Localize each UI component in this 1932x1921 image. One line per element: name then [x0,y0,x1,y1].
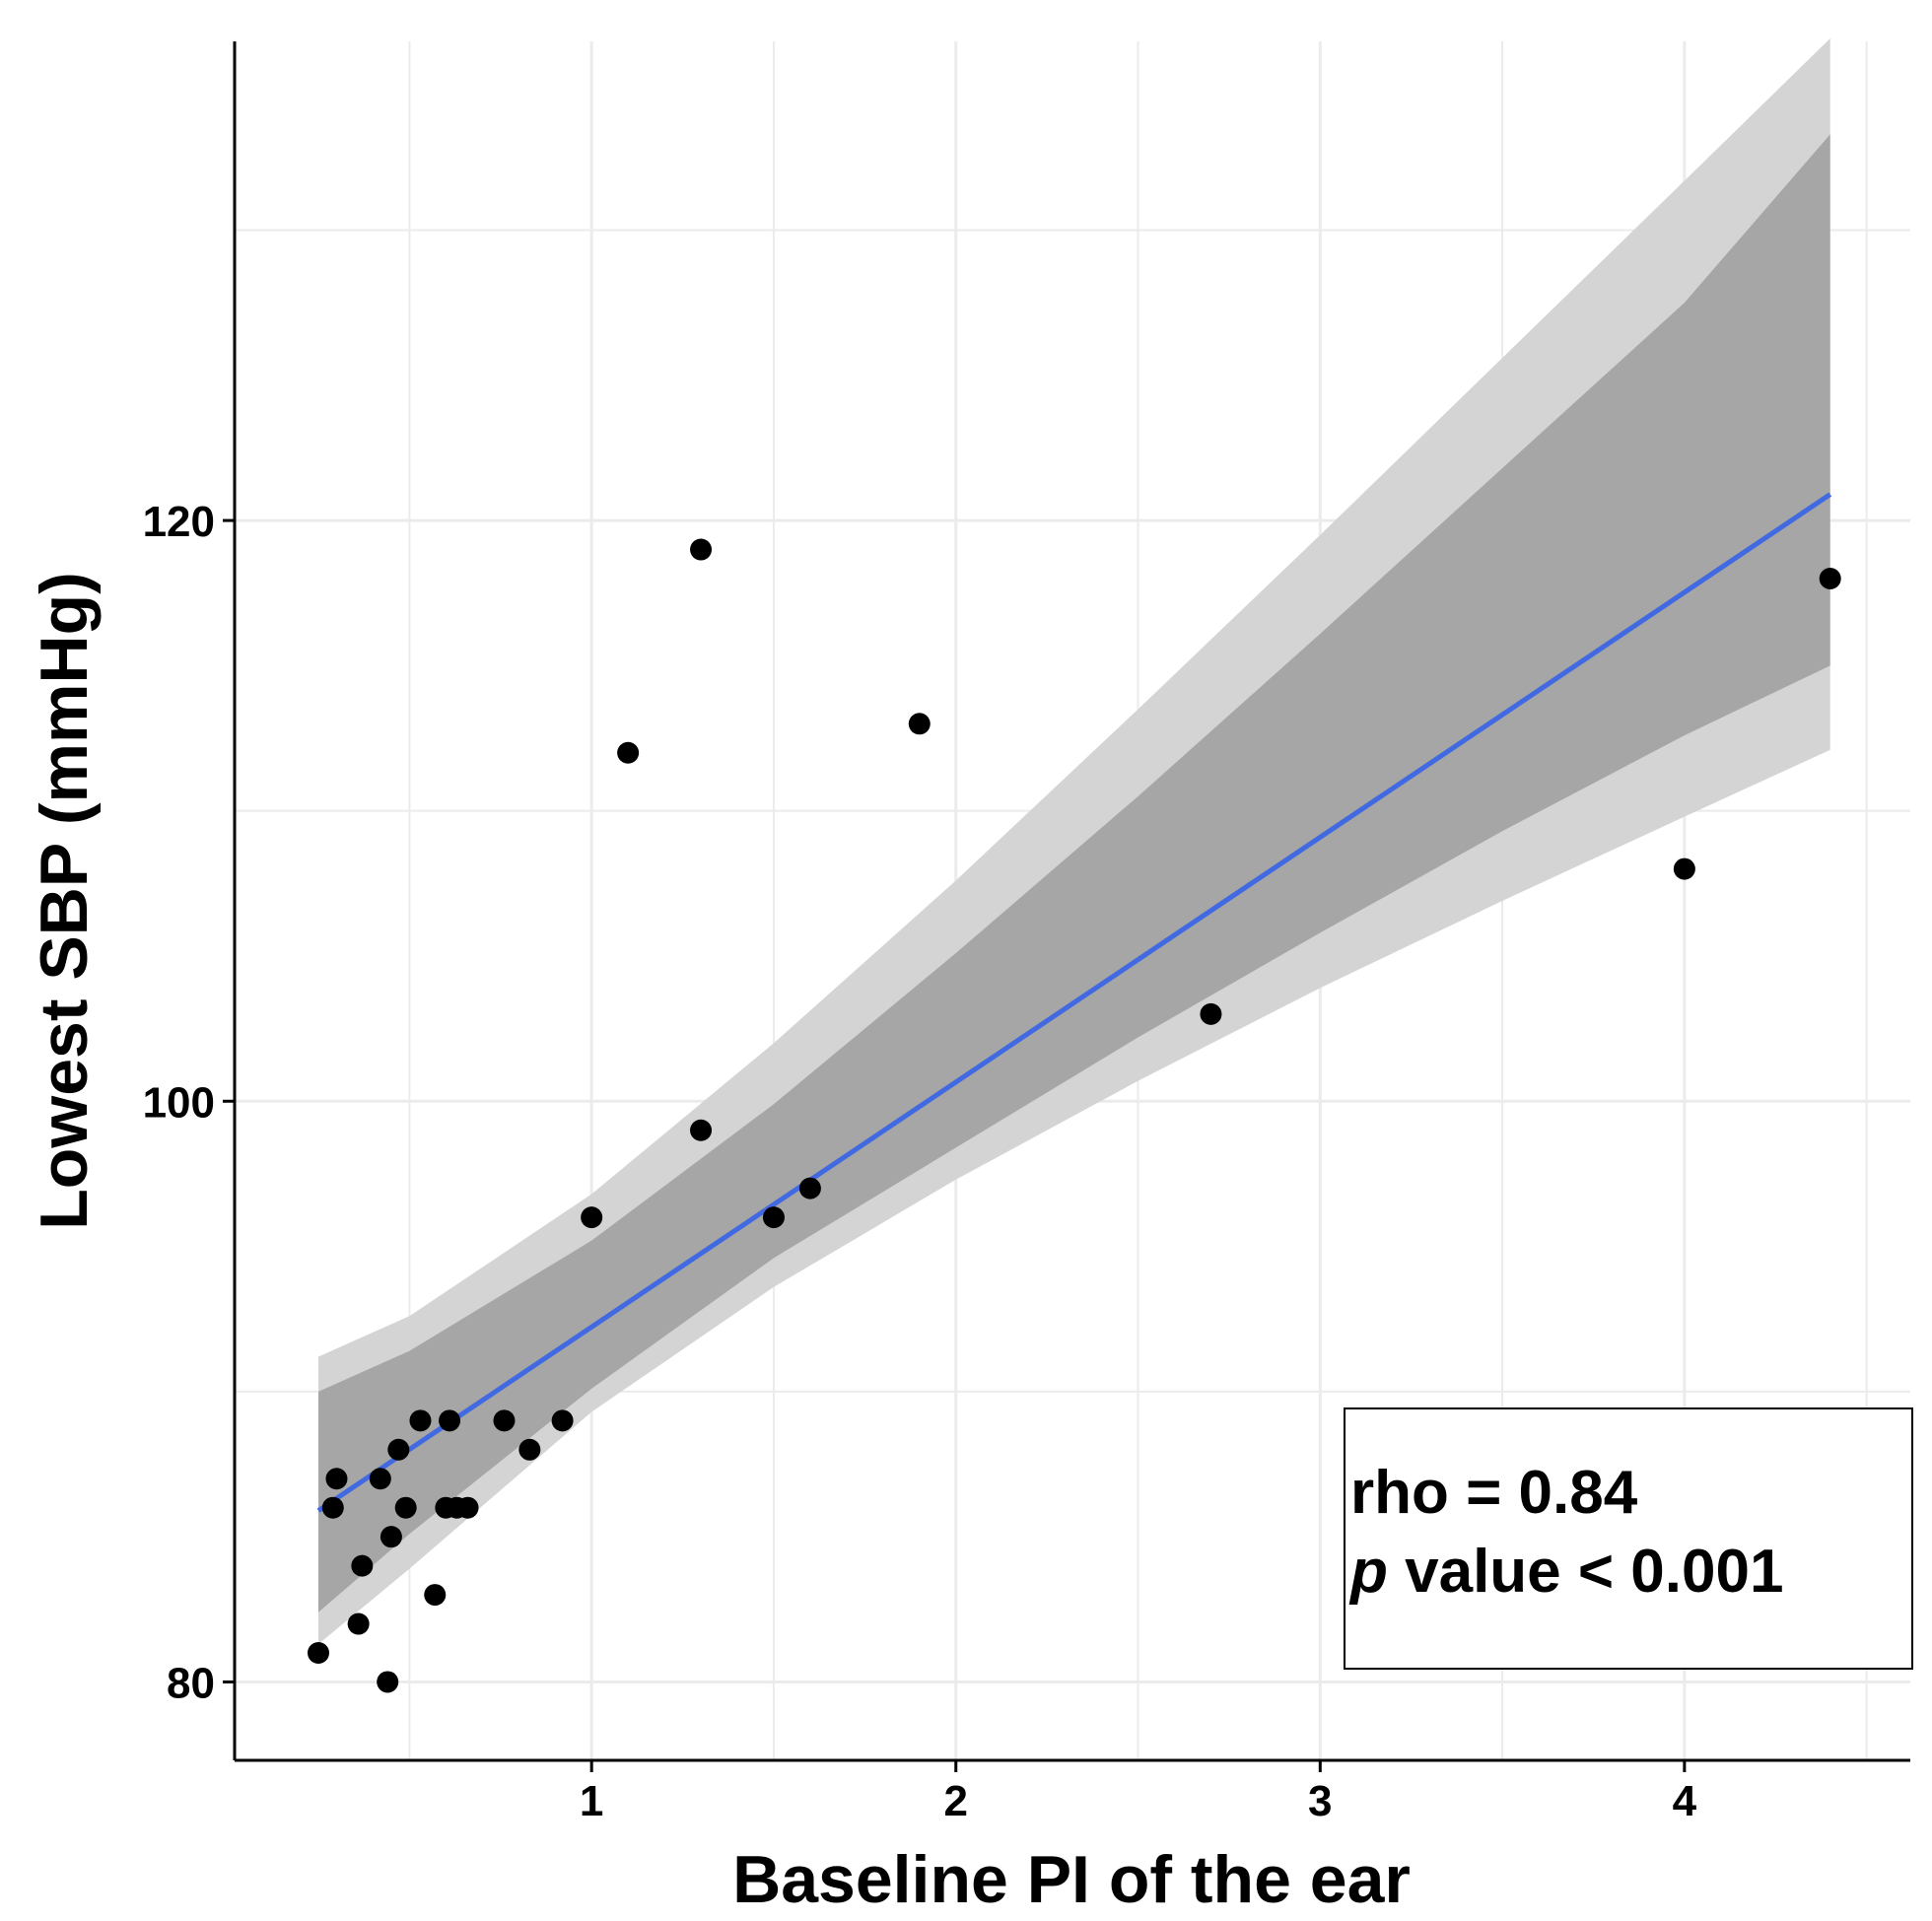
regression-line [316,492,1832,1513]
data-point [617,741,640,764]
axis-ticks: 1 2 3 4 80 100 120 [143,498,1697,1825]
data-point [762,1206,785,1229]
stats-annotation-box: rho = 0.84 p value < 0.001 [1344,1407,1913,1670]
data-point [908,713,931,735]
data-point [551,1409,574,1432]
data-point [1200,1002,1222,1025]
data-point [380,1526,402,1548]
data-point [439,1409,461,1432]
data-point [456,1496,479,1519]
inner-confidence-band [318,134,1830,1612]
data-point [1819,568,1841,589]
y-axis-title: Lowest SBP (mmHg) [27,572,102,1229]
data-point [377,1671,399,1693]
data-point [424,1584,447,1607]
data-point [351,1554,374,1577]
data-point [369,1468,391,1490]
data-point [493,1409,516,1432]
y-tick-label: 80 [167,1659,215,1707]
data-point [325,1468,348,1490]
data-point [1673,858,1695,880]
data-point [798,1177,821,1200]
y-tick-label: 100 [143,1078,215,1127]
data-point [690,538,713,561]
annotation-frame [1344,1407,1913,1670]
regression-line-layer [316,492,1832,1513]
p-value-annotation: p value < 0.001 [1348,1538,1783,1606]
data-point [321,1496,344,1519]
data-point [394,1496,417,1519]
x-axis-title: Baseline PI of the ear [732,1842,1411,1917]
rho-annotation: rho = 0.84 [1350,1459,1638,1527]
data-point [308,1642,329,1664]
p-italic: p [1348,1538,1388,1606]
data-points [308,538,1841,1693]
y-tick-label: 120 [143,498,215,546]
confidence-bands [318,38,1830,1645]
x-tick-label: 3 [1308,1777,1332,1825]
x-tick-label: 1 [580,1777,603,1825]
data-point [387,1438,410,1461]
x-tick-label: 2 [943,1777,967,1825]
p-value-rest: value < 0.001 [1388,1538,1784,1606]
data-point [581,1206,603,1229]
data-point [690,1119,713,1141]
data-point [518,1438,541,1461]
data-point [409,1409,432,1432]
data-point [347,1612,370,1635]
x-tick-label: 4 [1673,1777,1697,1825]
